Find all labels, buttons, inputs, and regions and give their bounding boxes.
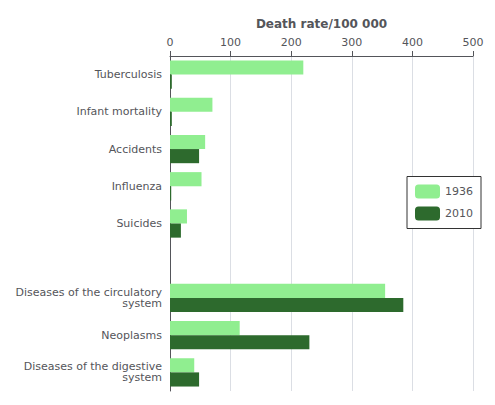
svg-text:system: system: [122, 297, 162, 310]
svg-text:1936: 1936: [445, 185, 473, 198]
svg-text:400: 400: [402, 36, 423, 49]
svg-text:Tuberculosis: Tuberculosis: [94, 68, 163, 81]
svg-text:Accidents: Accidents: [109, 143, 163, 156]
svg-text:Infant mortality: Infant mortality: [76, 105, 162, 118]
svg-text:Influenza: Influenza: [112, 180, 162, 193]
svg-text:Suicides: Suicides: [116, 217, 162, 230]
svg-text:200: 200: [281, 36, 302, 49]
svg-text:0: 0: [167, 36, 174, 49]
svg-text:500: 500: [463, 36, 484, 49]
svg-text:300: 300: [341, 36, 362, 49]
svg-text:100: 100: [220, 36, 241, 49]
svg-text:Diseases of the digestive: Diseases of the digestive: [23, 360, 162, 374]
svg-text:2010: 2010: [445, 207, 473, 220]
svg-text:Diseases of the circulatory: Diseases of the circulatory: [15, 285, 162, 299]
svg-text:Neoplasms: Neoplasms: [101, 329, 162, 342]
svg-text:Death rate/100 000: Death rate/100 000: [256, 17, 387, 31]
svg-text:system: system: [122, 371, 162, 384]
